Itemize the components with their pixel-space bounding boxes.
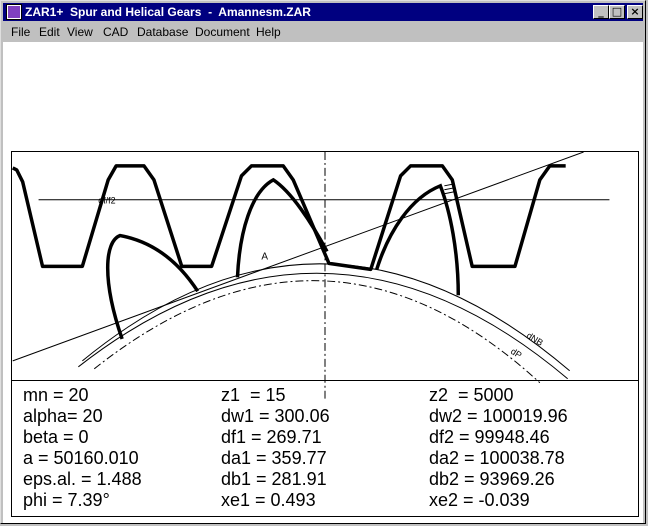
menu-file[interactable]: File (11, 25, 31, 39)
param-alpha: alpha= 20 (23, 406, 103, 426)
param-a: a = 50160.010 (23, 448, 139, 468)
pinion-flank-mid (235, 177, 329, 278)
root-circle-arc (93, 280, 541, 384)
circle-dnb-label: dNB (525, 330, 545, 348)
df2-label: df/f2 (98, 196, 115, 206)
minimize-button[interactable]: _ (593, 5, 609, 19)
param-phi: phi = 7.39° (23, 490, 110, 510)
param-dw1: dw1 = 300.06 (221, 406, 330, 426)
param-db1: db1 = 281.91 (221, 469, 327, 489)
pinion-flank-right (375, 183, 461, 296)
param-db2: db2 = 93969.26 (429, 469, 555, 489)
param-da1: da1 = 359.77 (221, 448, 327, 468)
param-mn: mn = 20 (23, 385, 89, 405)
point-a-label: A (261, 251, 268, 262)
line-of-action (12, 152, 584, 362)
param-xe1: xe1 = 0.493 (221, 490, 316, 510)
param-df1: df1 = 269.71 (221, 427, 322, 447)
contact-marks (444, 183, 455, 195)
menu-bar: File Edit View CAD Database Document Hel… (3, 22, 643, 42)
pinion-flank-left (106, 233, 200, 340)
gear-drawing[interactable]: df/f2 A dNB dP (11, 151, 639, 517)
gear-parameters: mn = 20 alpha= 20 beta = 0 a = 50160.010… (23, 385, 623, 515)
params-divider (12, 380, 638, 381)
param-z1: z1 = 15 (221, 385, 286, 405)
maximize-button[interactable]: □ (609, 5, 625, 19)
close-button[interactable]: × (627, 5, 643, 19)
title-bar[interactable]: ZAR1+ Spur and Helical Gears - Amannesm.… (3, 3, 643, 21)
app-icon[interactable] (6, 4, 22, 20)
rack-profile (12, 164, 566, 272)
tip-circle-arc (82, 263, 570, 372)
param-da2: da2 = 100038.78 (429, 448, 565, 468)
param-eps: eps.al. = 1.488 (23, 469, 142, 489)
param-beta: beta = 0 (23, 427, 89, 447)
param-df2: df2 = 99948.46 (429, 427, 550, 447)
menu-document[interactable]: Document (195, 25, 250, 39)
param-z2: z2 = 5000 (429, 385, 514, 405)
menu-view[interactable]: View (67, 25, 93, 39)
menu-edit[interactable]: Edit (39, 25, 60, 39)
param-xe2: xe2 = -0.039 (429, 490, 530, 510)
circle-dp-label: dP (509, 346, 524, 360)
menu-cad[interactable]: CAD (103, 25, 129, 39)
menu-database[interactable]: Database (137, 25, 189, 39)
base-circle-arc (78, 272, 568, 380)
param-dw2: dw2 = 100019.96 (429, 406, 568, 426)
window-title: ZAR1+ Spur and Helical Gears - Amannesm.… (25, 5, 311, 19)
menu-help[interactable]: Help (256, 25, 281, 39)
